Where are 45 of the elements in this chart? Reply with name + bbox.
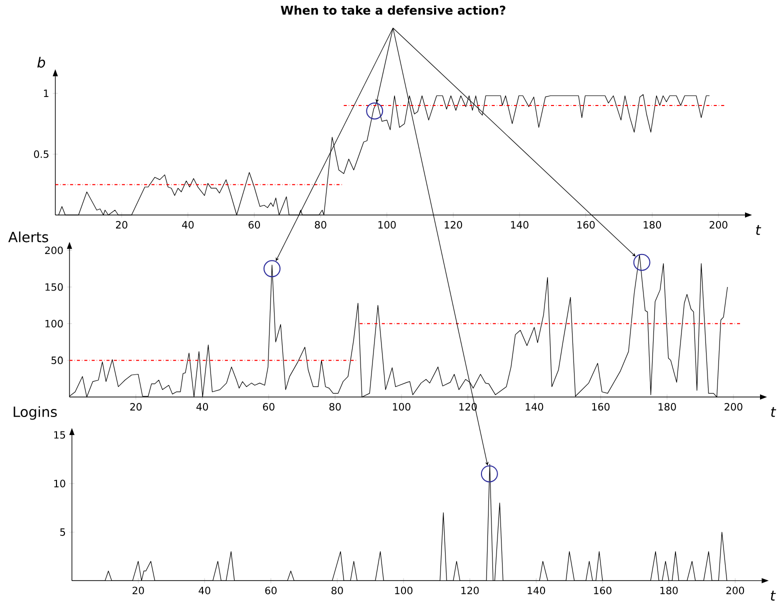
x-tick-label: 40 bbox=[182, 221, 194, 229]
y-tick-label: 100 bbox=[45, 320, 63, 328]
y-axis-title: Logins bbox=[14, 406, 57, 420]
x-tick-label: 180 bbox=[658, 403, 676, 411]
x-tick-label: 200 bbox=[724, 403, 742, 411]
y-tick-label: 5 bbox=[60, 528, 65, 536]
x-tick-label: 20 bbox=[130, 403, 142, 411]
x-tick-label: 100 bbox=[395, 586, 412, 594]
x-axis-title: t bbox=[771, 407, 776, 417]
x-tick-label: 40 bbox=[196, 403, 208, 411]
x-tick-label: 80 bbox=[314, 221, 326, 229]
x-tick-label: 80 bbox=[332, 586, 343, 594]
chart-title: When to take a defensive action? bbox=[280, 5, 506, 15]
x-tick-label: 160 bbox=[592, 403, 610, 411]
y-tick-label: 15 bbox=[54, 431, 65, 439]
x-tick-label: 200 bbox=[710, 221, 728, 229]
x-tick-label: 180 bbox=[660, 586, 678, 594]
x-tick-label: 60 bbox=[248, 221, 260, 229]
x-tick-label: 20 bbox=[132, 586, 144, 594]
x-axis-title: t bbox=[770, 590, 776, 601]
x-tick-label: 160 bbox=[594, 586, 612, 594]
x-tick-label: 140 bbox=[526, 403, 544, 411]
x-tick-label: 140 bbox=[511, 221, 528, 229]
x-tick-label: 120 bbox=[444, 221, 462, 229]
x-tick-label: 60 bbox=[263, 403, 274, 411]
y-axis-title: Alerts bbox=[8, 231, 48, 242]
y-tick-label: 150 bbox=[45, 283, 63, 291]
x-tick-label: 120 bbox=[461, 586, 479, 594]
x-tick-label: 100 bbox=[378, 221, 396, 229]
x-tick-label: 100 bbox=[393, 403, 410, 411]
x-tick-label: 80 bbox=[329, 403, 341, 411]
y-axis-title: b bbox=[37, 56, 46, 68]
y-tick-label: 0.5 bbox=[34, 150, 48, 158]
x-tick-label: 20 bbox=[116, 221, 128, 229]
y-tick-label: 10 bbox=[54, 480, 66, 488]
x-tick-label: 60 bbox=[265, 586, 277, 594]
x-axis-title: t bbox=[756, 225, 762, 235]
y-tick-label: 50 bbox=[52, 356, 63, 364]
x-tick-label: 160 bbox=[577, 221, 595, 229]
x-tick-label: 140 bbox=[528, 586, 546, 594]
x-tick-label: 200 bbox=[726, 586, 744, 594]
x-tick-label: 180 bbox=[644, 221, 662, 229]
y-tick-label: 1 bbox=[44, 90, 48, 97]
y-tick-label: 200 bbox=[45, 246, 63, 254]
x-tick-label: 40 bbox=[198, 586, 210, 594]
